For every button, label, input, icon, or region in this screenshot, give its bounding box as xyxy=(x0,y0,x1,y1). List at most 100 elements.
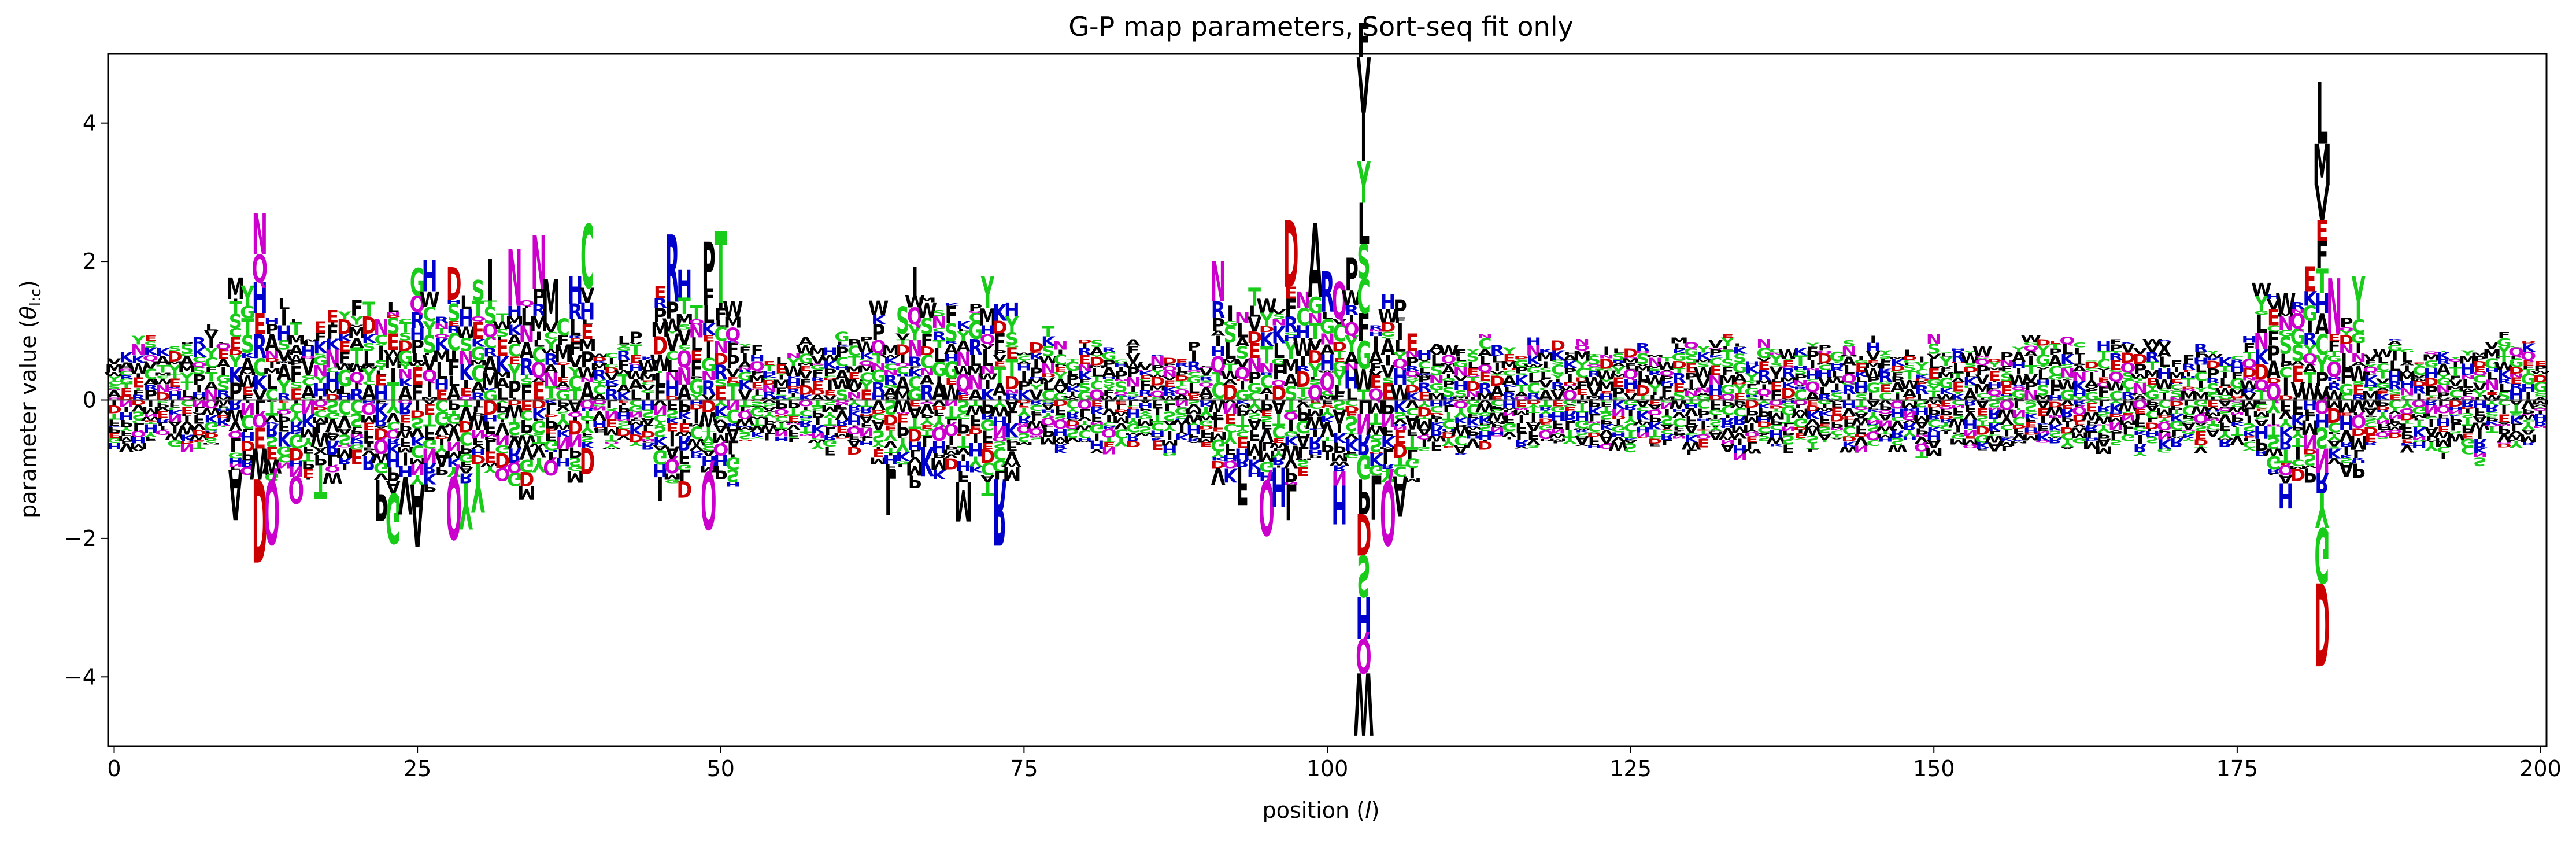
logo-letter: C xyxy=(241,410,255,433)
logo-letter: W xyxy=(868,297,889,320)
logo-letter: Y xyxy=(155,378,169,379)
logo-letter: E xyxy=(472,317,484,345)
logo-letter: L xyxy=(351,426,363,430)
logo-letter: H xyxy=(422,252,438,302)
logo-letter: V xyxy=(471,444,486,450)
logo-letter: M xyxy=(432,348,451,366)
logo-letter: E xyxy=(277,399,290,404)
logo-letter: Q xyxy=(240,464,256,477)
logo-letter: S xyxy=(932,308,946,318)
logo-letter: K xyxy=(228,364,243,388)
logo-letter: T xyxy=(350,344,364,370)
logo-letter: I xyxy=(1227,302,1234,327)
logo-letter: Q xyxy=(397,399,413,404)
logo-letter: Y xyxy=(337,310,352,323)
logo-letter: T xyxy=(1818,439,1831,443)
logo-letter: K xyxy=(156,346,171,358)
logo-letter: T xyxy=(314,454,327,507)
logo-letter: E xyxy=(1297,464,1309,478)
logo-letter: I xyxy=(657,469,664,507)
logo-letter: W xyxy=(310,428,331,451)
logo-letter: S xyxy=(1940,352,1953,353)
logo-letter: H xyxy=(131,435,146,445)
logo-letter: I xyxy=(135,372,142,379)
logo-letter: V xyxy=(459,402,473,425)
logo-letter: L xyxy=(266,370,277,393)
logo-letter: A xyxy=(386,477,401,497)
logo-letter: Y xyxy=(459,467,473,541)
logo-letter: C xyxy=(605,351,619,360)
logo-letter: V xyxy=(338,412,353,431)
logo-letter: I xyxy=(208,336,214,352)
logo-letter: L xyxy=(181,389,193,399)
logo-letter: Q xyxy=(131,429,146,439)
logo-letter: H xyxy=(252,274,268,324)
logo-letter: W xyxy=(723,298,743,322)
logo-letter: I xyxy=(305,477,312,480)
logo-letter: V xyxy=(325,415,340,435)
logo-letter: E xyxy=(435,386,448,403)
logo-letter: Y xyxy=(204,346,219,360)
logo-letter: P xyxy=(241,448,255,463)
logo-letter: T xyxy=(168,374,182,380)
logo-letter: H xyxy=(373,381,389,404)
logo-letter: I xyxy=(1857,355,1864,361)
logo-letter: T xyxy=(205,371,218,385)
logo-letter: A xyxy=(374,426,388,429)
logo-letter: I xyxy=(1506,436,1513,440)
logo-letter: L xyxy=(1904,348,1915,359)
logo-letter: F xyxy=(193,412,205,426)
logo-letter: A xyxy=(325,433,340,442)
logo-letter: L xyxy=(1285,472,1297,529)
logo-letter: R xyxy=(240,459,255,469)
logo-letter: W xyxy=(153,378,173,386)
logo-letter: G xyxy=(179,353,194,357)
logo-letter: T xyxy=(690,301,703,323)
logo-letter: Q xyxy=(458,395,473,401)
logo-letter: V xyxy=(398,464,413,525)
logo-letter: W xyxy=(1972,344,1992,359)
logo-letter: F xyxy=(290,361,302,388)
logo-letter: K xyxy=(944,303,959,307)
logo-letter: W xyxy=(443,422,464,429)
logo-letter: V xyxy=(143,359,158,371)
logo-letter: T xyxy=(1042,323,1054,340)
logo-letter: V xyxy=(216,409,231,417)
logo-letter: F xyxy=(108,418,121,429)
logo-letter: E xyxy=(180,404,193,416)
logo-letter: F xyxy=(824,444,837,457)
logo-letter: R xyxy=(253,328,267,367)
logo-letter: M xyxy=(384,353,402,372)
logo-letter: Y xyxy=(434,442,449,455)
logo-letter: W xyxy=(298,339,319,342)
x-tick-label: 125 xyxy=(1609,756,1652,781)
logo-letter: Y xyxy=(277,376,291,398)
logo-letter: N xyxy=(422,444,438,467)
logo-letter: A xyxy=(216,357,231,370)
logo-letter: Y xyxy=(1793,438,1807,440)
logo-letter: N xyxy=(446,439,462,453)
logo-letter: Y xyxy=(446,463,461,479)
logo-letter: Q xyxy=(385,427,401,441)
logo-letter: C xyxy=(447,329,461,356)
logo-letter: I xyxy=(462,378,469,390)
logo-letter: W xyxy=(468,411,488,434)
logo-letter: L xyxy=(375,369,387,375)
logo-letter: F xyxy=(1976,448,1989,451)
logo-letter: I xyxy=(487,248,494,314)
y-tick-label: −2 xyxy=(64,526,97,551)
logo-letter: T xyxy=(108,411,121,421)
logo-letter: H xyxy=(313,381,328,401)
logo-letter: Y xyxy=(1502,346,1516,356)
logo-letter: R xyxy=(2521,442,2536,446)
logo-letter: C xyxy=(2072,341,2086,349)
logo-letter: Y xyxy=(2205,349,2220,355)
logo-letter: N xyxy=(106,389,122,390)
logo-letter: L xyxy=(2316,65,2328,164)
logo-letter: P xyxy=(313,451,327,469)
logo-letter: D xyxy=(458,418,474,436)
logo-letter: F xyxy=(338,349,351,367)
logo-letter: A xyxy=(459,465,474,475)
logo-letter: C xyxy=(193,355,206,364)
logo-letter: I xyxy=(220,366,227,377)
